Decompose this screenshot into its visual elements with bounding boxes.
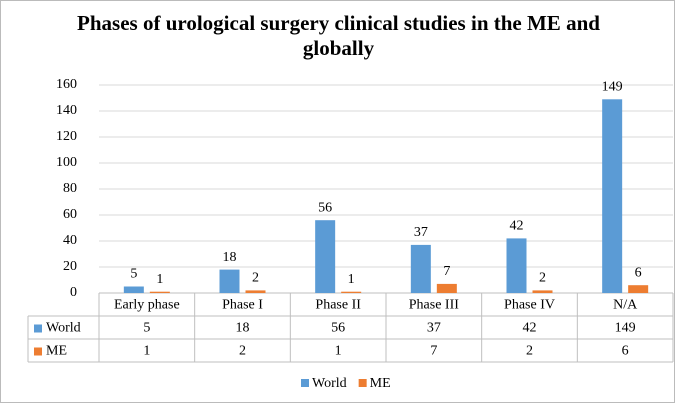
legend-label: World bbox=[312, 376, 347, 391]
bar bbox=[506, 238, 527, 293]
bar bbox=[149, 291, 170, 293]
data-label: 2 bbox=[252, 271, 259, 286]
table-cell: 2 bbox=[526, 344, 533, 359]
y-tick-label: 0 bbox=[70, 285, 77, 300]
table-cell: 1 bbox=[143, 344, 150, 359]
x-tick-label: Early phase bbox=[114, 298, 180, 313]
bar bbox=[628, 285, 649, 293]
legend-key bbox=[358, 379, 367, 387]
data-label: 37 bbox=[414, 225, 428, 240]
data-label: 42 bbox=[510, 219, 524, 234]
table-cell: 2 bbox=[239, 344, 246, 359]
y-tick-label: 100 bbox=[56, 155, 77, 170]
bar bbox=[219, 269, 240, 293]
chart-title: Phases of urological surgery clinical st… bbox=[77, 11, 600, 60]
table-cell: 37 bbox=[427, 321, 441, 336]
y-tick-label: 140 bbox=[56, 103, 77, 118]
table-cell: 7 bbox=[430, 344, 437, 359]
bar bbox=[123, 286, 144, 293]
y-tick-label: 20 bbox=[63, 259, 77, 274]
table-cell: 42 bbox=[523, 321, 537, 336]
data-label: 6 bbox=[635, 265, 642, 280]
data-label: 56 bbox=[318, 200, 332, 215]
table-legend-key bbox=[34, 347, 42, 356]
table-cell: 56 bbox=[331, 321, 345, 336]
table-cell: 1 bbox=[335, 344, 342, 359]
data-label: 149 bbox=[602, 80, 623, 95]
table-cell: 18 bbox=[236, 321, 250, 336]
legend-key bbox=[301, 379, 309, 387]
bar bbox=[532, 290, 553, 293]
table-cell: 6 bbox=[622, 344, 629, 359]
bar bbox=[602, 99, 623, 293]
legend-label: ME bbox=[370, 376, 391, 391]
y-tick-label: 160 bbox=[56, 77, 77, 92]
table-row-label: ME bbox=[46, 344, 67, 359]
x-tick-label: N/A bbox=[613, 298, 638, 313]
x-tick-label: Phase II bbox=[315, 298, 361, 313]
table-legend-key bbox=[34, 324, 42, 333]
x-tick-label: Phase I bbox=[222, 298, 263, 313]
data-label: 1 bbox=[156, 272, 163, 287]
data-label: 2 bbox=[539, 271, 546, 286]
bar bbox=[410, 244, 431, 293]
bar bbox=[245, 290, 266, 293]
bar bbox=[341, 291, 362, 293]
data-label: 18 bbox=[223, 250, 237, 265]
y-tick-label: 40 bbox=[63, 233, 77, 248]
data-label: 5 bbox=[130, 267, 137, 282]
data-label: 7 bbox=[443, 264, 450, 279]
table-row-label: World bbox=[46, 321, 81, 336]
table-cell: 149 bbox=[615, 321, 636, 336]
table-cell: 5 bbox=[143, 321, 150, 336]
bar bbox=[436, 283, 457, 293]
y-tick-label: 60 bbox=[63, 207, 77, 222]
x-tick-label: Phase III bbox=[409, 298, 459, 313]
bar bbox=[315, 220, 336, 293]
x-tick-label: Phase IV bbox=[504, 298, 555, 313]
data-label: 1 bbox=[348, 272, 355, 287]
y-tick-label: 120 bbox=[56, 129, 77, 144]
y-tick-label: 80 bbox=[63, 181, 77, 196]
